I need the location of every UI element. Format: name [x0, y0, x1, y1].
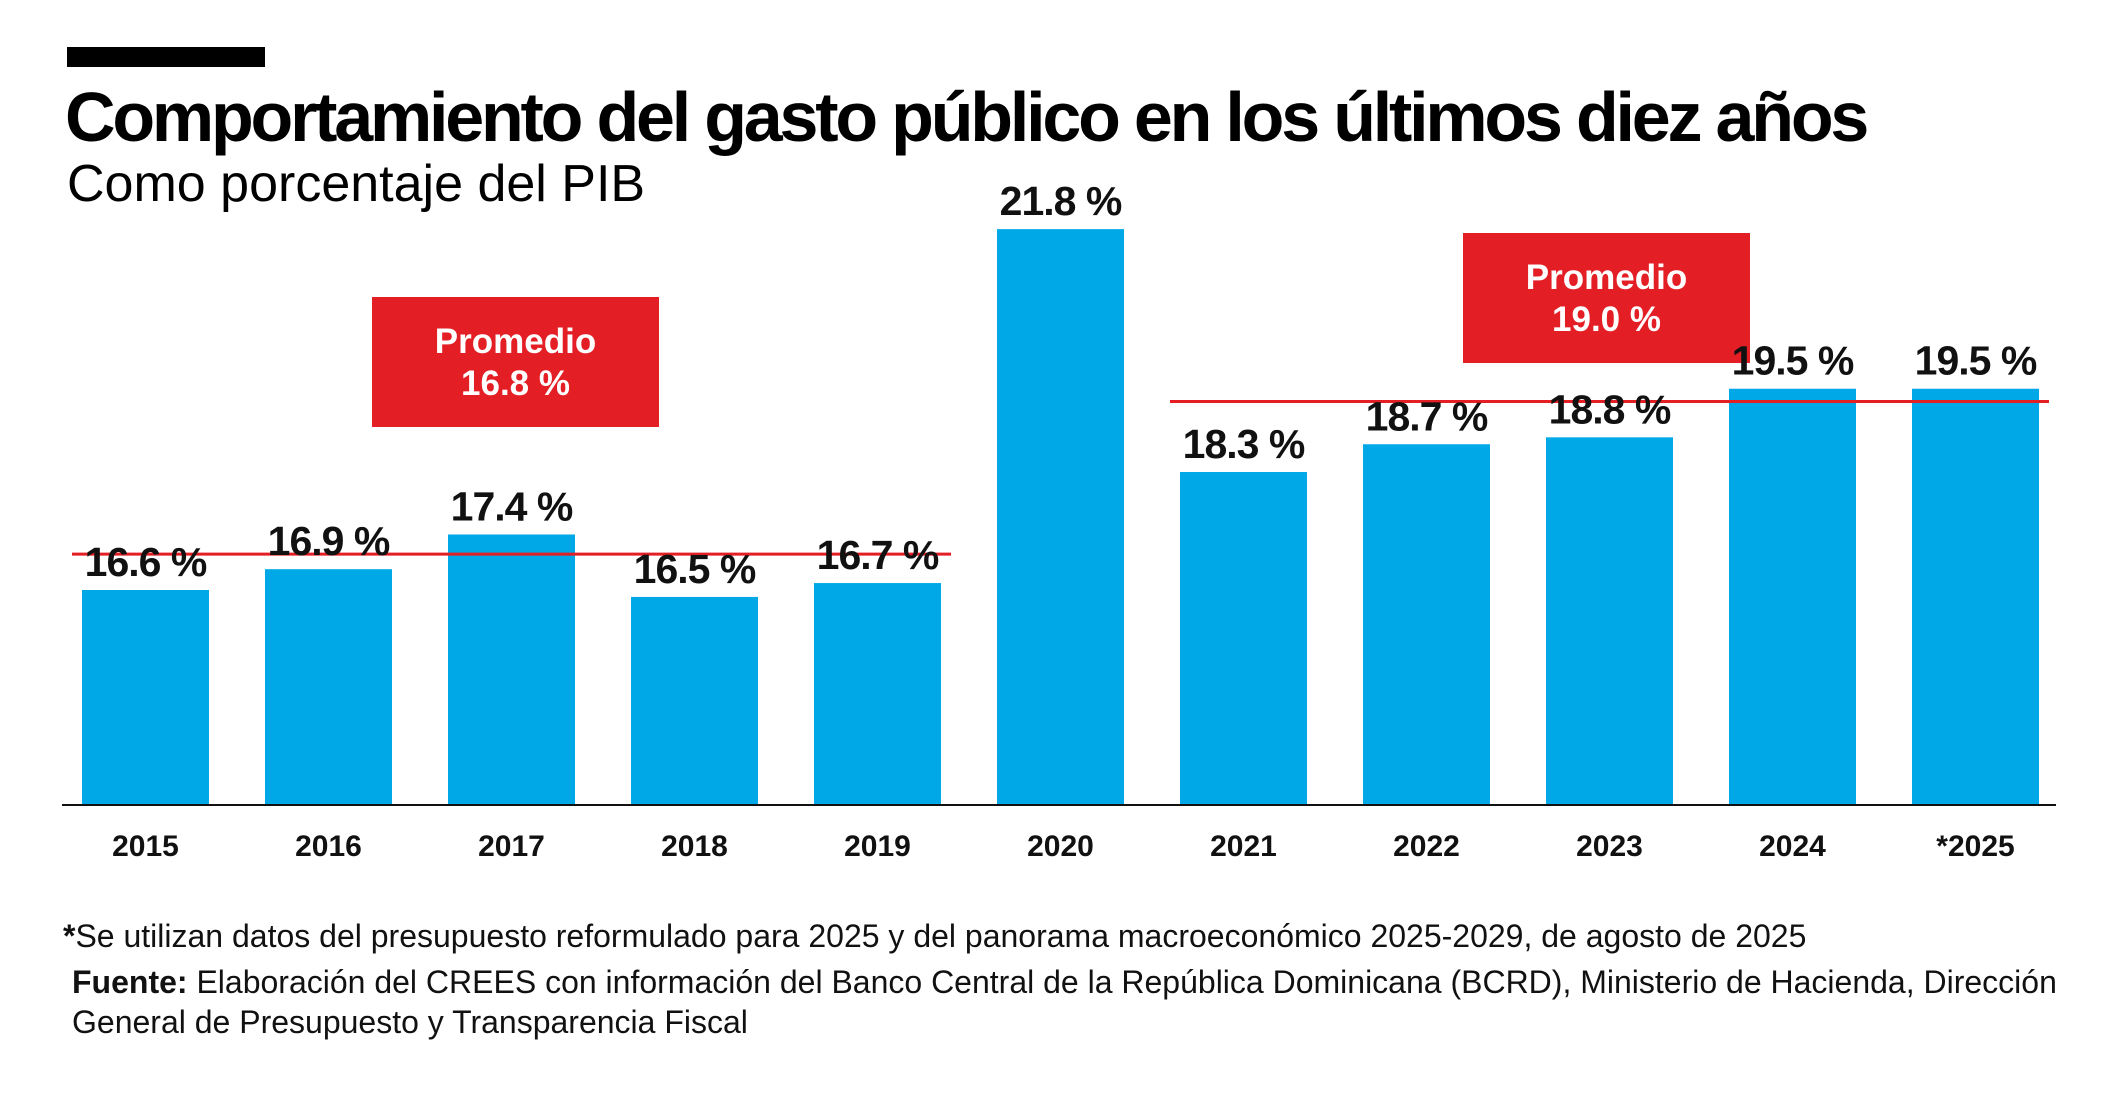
- x-tick-2016: 2016: [295, 830, 362, 863]
- x-tick-2018: 2018: [661, 830, 728, 863]
- bar-chart: 2015 2016 2017 2018 2019 2020 2021 2022 2023 2024…: [62, 178, 2056, 863]
- x-tick-2025: *2025: [1936, 830, 2014, 863]
- bar-2024: [1729, 388, 1856, 805]
- bar-2019: [814, 583, 941, 805]
- bar-2025: [1912, 388, 2039, 805]
- source-label: Fuente:: [72, 964, 188, 1000]
- bar-2020: [997, 229, 1124, 805]
- bar-2018: [631, 596, 758, 805]
- value-label-2024: 19.5 %: [1732, 338, 1854, 384]
- x-tick-2020: 2020: [1027, 830, 1094, 863]
- x-tick-2017: 2017: [478, 830, 545, 863]
- average-title-2: Promedio: [1526, 258, 1687, 297]
- average-box-1: [372, 297, 659, 427]
- x-tick-2015: 2015: [112, 830, 179, 863]
- source-note: Fuente: Elaboración del CREES con inform…: [72, 962, 2112, 1042]
- value-label-2018: 16.5 %: [634, 546, 756, 592]
- value-label-2020: 21.8 %: [1000, 178, 1122, 224]
- x-tick-2024: 2024: [1759, 830, 1826, 863]
- bar-2017: [448, 534, 575, 805]
- bar-2022: [1363, 444, 1490, 805]
- bar-2016: [265, 569, 392, 805]
- x-tick-2023: 2023: [1576, 830, 1643, 863]
- value-label-2025: 19.5 %: [1915, 338, 2037, 384]
- footnote: *Se utilizan datos del presupuesto refor…: [63, 918, 1806, 955]
- value-label-2015: 16.6 %: [85, 539, 207, 585]
- average-value-2: 19.0 %: [1552, 300, 1661, 339]
- average-title-1: Promedio: [435, 322, 596, 361]
- footnote-text: Se utilizan datos del presupuesto reform…: [75, 918, 1807, 954]
- value-label-2021: 18.3 %: [1183, 421, 1305, 467]
- value-label-2019: 16.7 %: [817, 532, 939, 578]
- chart-subtitle: Como porcentaje del PIB: [67, 155, 646, 213]
- average-box-2: [1463, 233, 1750, 363]
- header-accent-bar: [67, 47, 265, 67]
- bar-2021: [1180, 472, 1307, 805]
- x-tick-2022: 2022: [1393, 830, 1460, 863]
- bar-2023: [1546, 437, 1673, 805]
- footnote-star: *: [63, 918, 76, 954]
- bar-2015: [82, 590, 209, 805]
- value-label-2023: 18.8 %: [1549, 386, 1671, 432]
- value-label-2022: 18.7 %: [1366, 393, 1488, 439]
- x-tick-2019: 2019: [844, 830, 911, 863]
- chart-title: Comportamiento del gasto público en los …: [65, 78, 1869, 156]
- value-label-2016: 16.9 %: [268, 518, 390, 564]
- value-label-2017: 17.4 %: [451, 483, 573, 529]
- average-value-1: 16.8 %: [461, 364, 570, 403]
- source-text: Elaboración del CREES con información de…: [72, 964, 2057, 1040]
- x-tick-2021: 2021: [1210, 830, 1277, 863]
